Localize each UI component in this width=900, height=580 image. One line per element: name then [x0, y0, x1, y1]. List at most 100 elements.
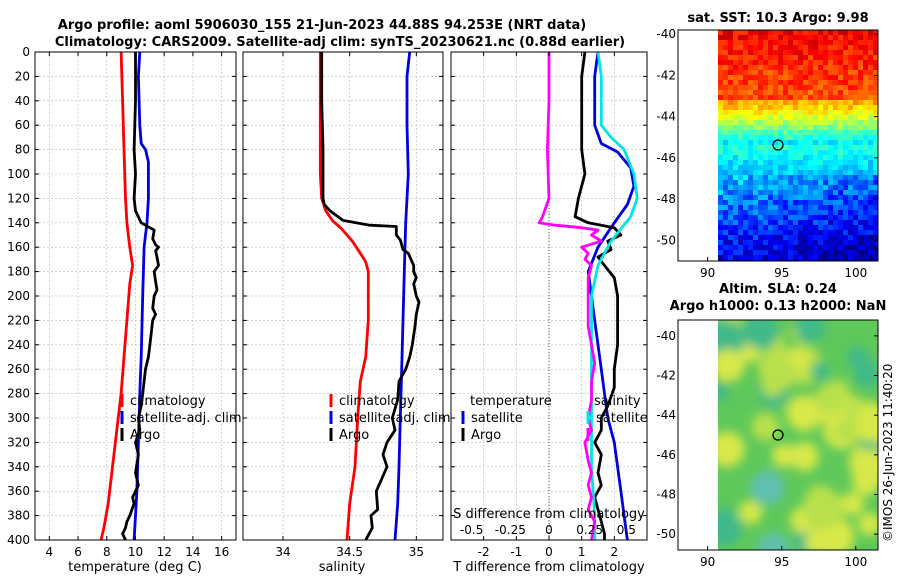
sst-cell: [788, 145, 793, 150]
sst-cell: [793, 130, 798, 135]
salinity-ticks: 34 34.5 35: [243, 51, 443, 559]
sst-cell: [808, 195, 813, 200]
sst-cell: [753, 110, 758, 115]
sst-cell: [793, 55, 798, 60]
sst-cell: [838, 230, 843, 235]
sst-cell: [773, 120, 778, 125]
sst-cell: [798, 65, 803, 70]
sst-cell: [723, 190, 728, 195]
sst-cell: [858, 240, 863, 245]
sst-cell: [723, 255, 728, 260]
sst-cell: [828, 200, 833, 205]
sst-cell: [843, 120, 848, 125]
sst-cell: [818, 60, 823, 65]
sst-cell: [828, 145, 833, 150]
sst-cell: [758, 250, 763, 255]
sst-cell: [858, 90, 863, 95]
sst-cell: [808, 85, 813, 90]
sst-cell: [768, 230, 773, 235]
sst-cell: [728, 145, 733, 150]
sst-cell: [833, 160, 838, 165]
sst-cell: [818, 105, 823, 110]
sst-cell: [753, 235, 758, 240]
sst-cell: [853, 210, 858, 215]
x-tick-label: 14: [185, 545, 200, 559]
sst-cell: [843, 250, 848, 255]
sst-cell: [773, 85, 778, 90]
sst-cell: [858, 110, 863, 115]
sst-cell: [838, 180, 843, 185]
sst-cell: [803, 195, 808, 200]
sst-cell: [848, 155, 853, 160]
sst-cell: [833, 60, 838, 65]
sst-cell: [858, 230, 863, 235]
sst-cell: [753, 195, 758, 200]
sst-cell: [838, 235, 843, 240]
sst-cell: [793, 240, 798, 245]
sst-cell: [718, 190, 723, 195]
sst-cell: [858, 135, 863, 140]
sst-cell: [803, 105, 808, 110]
sst-cell: [808, 120, 813, 125]
sst-map-ticks: 90 95 100-40-42-44-46-48-50: [656, 27, 878, 280]
sst-cell: [843, 130, 848, 135]
sst-cell: [738, 170, 743, 175]
sst-cell: [743, 230, 748, 235]
sst-cell: [738, 140, 743, 145]
sst-cell: [778, 40, 783, 45]
sst-cell: [818, 220, 823, 225]
sst-cell: [763, 80, 768, 85]
sst-cell: [753, 150, 758, 155]
sst-cell: [788, 140, 793, 145]
sst-cell: [863, 250, 868, 255]
sst-cell: [758, 65, 763, 70]
sst-cell: [848, 30, 853, 35]
sst-cell: [843, 60, 848, 65]
sst-cell: [803, 230, 808, 235]
sst-cell: [833, 30, 838, 35]
sst-cell: [818, 165, 823, 170]
sst-cell: [793, 145, 798, 150]
salinity-series: [318, 52, 421, 540]
sst-cell: [843, 180, 848, 185]
sst-cell: [733, 185, 738, 190]
sst-cell: [843, 85, 848, 90]
sst-cell: [743, 45, 748, 50]
sst-cell: [828, 40, 833, 45]
sst-cell: [843, 30, 848, 35]
sst-cell: [778, 220, 783, 225]
sst-cell: [763, 75, 768, 80]
sst-cell: [858, 255, 863, 260]
sst-cell: [723, 140, 728, 145]
sst-cell: [728, 65, 733, 70]
sst-cell: [808, 160, 813, 165]
series-line-argo-t: [573, 52, 623, 540]
sst-cell: [828, 75, 833, 80]
sst-cell: [778, 30, 783, 35]
sst-cell: [758, 105, 763, 110]
sst-cell: [818, 100, 823, 105]
x-tick-label-salinity: -0.25: [495, 523, 526, 537]
sst-cell: [783, 55, 788, 60]
sst-cell: [783, 125, 788, 130]
sst-cell: [818, 240, 823, 245]
sst-cell: [788, 50, 793, 55]
sst-cell: [838, 120, 843, 125]
sst-cell: [868, 125, 873, 130]
sst-cell: [773, 200, 778, 205]
sst-cell: [743, 235, 748, 240]
sst-cell: [823, 155, 828, 160]
sst-cell: [848, 150, 853, 155]
sst-cell: [843, 145, 848, 150]
y-tick-label: 400: [7, 533, 30, 547]
sst-cell: [803, 160, 808, 165]
sst-cell: [778, 120, 783, 125]
sst-cell: [728, 185, 733, 190]
sst-cell: [723, 220, 728, 225]
sst-cell: [763, 210, 768, 215]
sst-cell: [723, 180, 728, 185]
sst-cell: [858, 200, 863, 205]
sst-cell: [803, 60, 808, 65]
sst-cell: [853, 130, 858, 135]
sst-cell: [863, 90, 868, 95]
